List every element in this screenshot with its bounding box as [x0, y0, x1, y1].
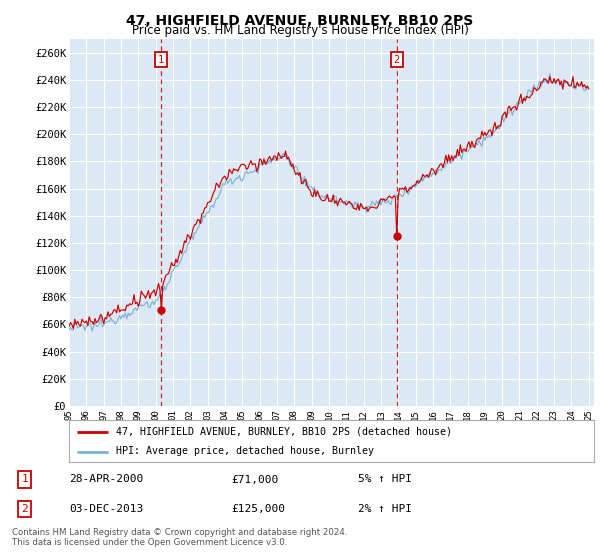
- Text: £125,000: £125,000: [231, 504, 285, 514]
- Text: £71,000: £71,000: [231, 474, 278, 484]
- Text: HPI: Average price, detached house, Burnley: HPI: Average price, detached house, Burn…: [116, 446, 374, 456]
- Text: Price paid vs. HM Land Registry's House Price Index (HPI): Price paid vs. HM Land Registry's House …: [131, 24, 469, 37]
- Text: 2: 2: [21, 504, 28, 514]
- Text: 47, HIGHFIELD AVENUE, BURNLEY, BB10 2PS: 47, HIGHFIELD AVENUE, BURNLEY, BB10 2PS: [127, 14, 473, 28]
- Text: 1: 1: [21, 474, 28, 484]
- Text: 1: 1: [158, 54, 164, 64]
- Text: 28-APR-2000: 28-APR-2000: [70, 474, 144, 484]
- Text: 2: 2: [394, 54, 400, 64]
- Text: 03-DEC-2013: 03-DEC-2013: [70, 504, 144, 514]
- Text: Contains HM Land Registry data © Crown copyright and database right 2024.
This d: Contains HM Land Registry data © Crown c…: [12, 528, 347, 547]
- Text: 47, HIGHFIELD AVENUE, BURNLEY, BB10 2PS (detached house): 47, HIGHFIELD AVENUE, BURNLEY, BB10 2PS …: [116, 427, 452, 437]
- Text: 5% ↑ HPI: 5% ↑ HPI: [358, 474, 412, 484]
- Text: 2% ↑ HPI: 2% ↑ HPI: [358, 504, 412, 514]
